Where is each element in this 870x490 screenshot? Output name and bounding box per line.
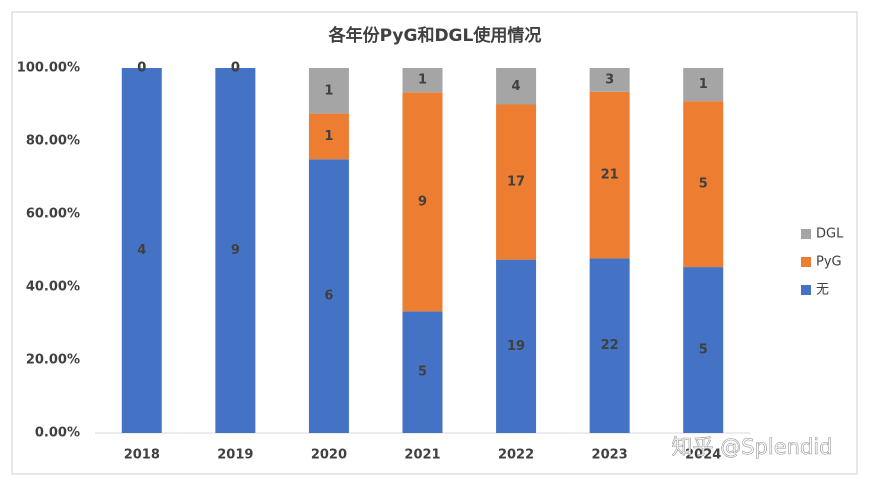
data-label: 0 bbox=[137, 61, 146, 76]
data-label: 1 bbox=[324, 129, 333, 144]
data-label: 3 bbox=[605, 72, 614, 87]
y-tick-label: 20.00% bbox=[26, 353, 80, 368]
data-label: 19 bbox=[507, 339, 525, 354]
data-label: 5 bbox=[699, 343, 708, 358]
data-label: 17 bbox=[507, 175, 525, 190]
bar-segment bbox=[308, 68, 349, 114]
x-tick-label: 2022 bbox=[498, 448, 534, 463]
data-label: 5 bbox=[699, 177, 708, 192]
y-tick-label: 40.00% bbox=[26, 280, 80, 295]
bar-segment bbox=[683, 68, 724, 102]
bar-segment bbox=[215, 68, 256, 433]
legend-swatch bbox=[801, 285, 811, 295]
data-label: 9 bbox=[418, 194, 427, 209]
legend-label: 无 bbox=[816, 283, 829, 298]
data-label: 0 bbox=[137, 61, 146, 76]
data-label: 1 bbox=[699, 77, 708, 92]
y-tick-label: 80.00% bbox=[26, 134, 80, 149]
bar-segment bbox=[308, 113, 349, 160]
bar-segment bbox=[496, 259, 537, 433]
data-label: 1 bbox=[324, 83, 333, 98]
legend-label: DGL bbox=[816, 227, 844, 242]
data-label: 4 bbox=[512, 79, 521, 94]
x-tick-label: 2023 bbox=[592, 448, 628, 463]
x-tick-label: 2024 bbox=[685, 448, 721, 463]
data-label: 9 bbox=[231, 243, 240, 258]
bar-segment bbox=[589, 68, 630, 92]
bar-segment bbox=[683, 267, 724, 433]
x-tick-label: 2020 bbox=[311, 448, 347, 463]
bar-segment bbox=[496, 104, 537, 260]
legend-label: PyG bbox=[816, 255, 842, 270]
data-label: 21 bbox=[601, 168, 619, 183]
bar-segment bbox=[308, 159, 349, 433]
data-label: 22 bbox=[601, 338, 619, 353]
x-tick-label: 2018 bbox=[124, 448, 160, 463]
watermark: 知乎 @Splendid bbox=[672, 435, 833, 459]
data-label: 1 bbox=[418, 73, 427, 88]
data-label: 6 bbox=[324, 289, 333, 304]
bar-segment bbox=[402, 92, 443, 312]
bar-segment bbox=[683, 101, 724, 268]
y-tick-label: 0.00% bbox=[35, 426, 80, 441]
data-label: 0 bbox=[231, 61, 240, 76]
bar-segment bbox=[496, 68, 537, 105]
bar-segment bbox=[589, 258, 630, 433]
bar-segment bbox=[589, 91, 630, 259]
x-tick-label: 2021 bbox=[404, 448, 440, 463]
y-tick-label: 60.00% bbox=[26, 207, 80, 222]
legend-swatch bbox=[801, 257, 811, 267]
bar-segment bbox=[121, 68, 162, 433]
y-tick-label: 100.00% bbox=[17, 61, 80, 76]
bar-segment bbox=[402, 68, 443, 93]
data-label: 4 bbox=[137, 243, 146, 258]
x-tick-label: 2019 bbox=[217, 448, 253, 463]
data-label: 0 bbox=[231, 61, 240, 76]
data-label: 5 bbox=[418, 365, 427, 380]
legend-swatch bbox=[801, 229, 811, 239]
bar-segment bbox=[402, 311, 443, 433]
chart-title: 各年份PyG和DGL使用情况 bbox=[328, 25, 542, 46]
